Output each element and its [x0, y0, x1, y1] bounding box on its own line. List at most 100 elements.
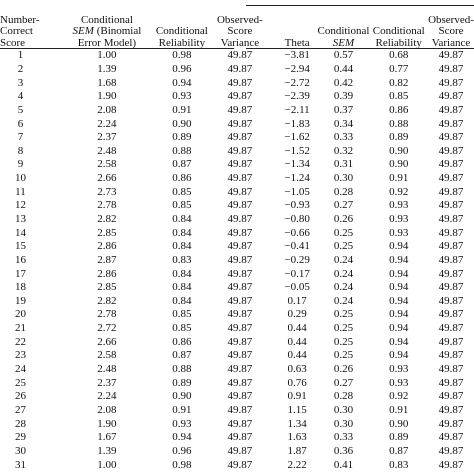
table-cell: 0.91 [287, 390, 307, 403]
table-row: 24 2.48 0.88 49.87 0.63 0.26 0.93 49.87 [0, 363, 474, 377]
table-cell: 49.87 [227, 294, 253, 307]
conditional-sem-table: Number- Correct Score Conditional SEM (B… [0, 8, 474, 472]
table-cell: 2.22 [287, 458, 307, 471]
table-cell: 14 [14, 226, 26, 239]
table-cell: 2.85 [97, 226, 117, 239]
table-cell: 0.86 [172, 335, 192, 348]
table-cell: 1.34 [287, 417, 307, 430]
table-cell: 0.30 [333, 403, 354, 416]
table-cell: −0.93 [284, 199, 310, 212]
table-cell: 0.92 [389, 390, 409, 403]
table-cell: 26 [14, 390, 26, 403]
table-cell: 49.87 [438, 294, 464, 307]
table-cell: 0.37 [333, 103, 354, 116]
table-cell: 0.63 [287, 363, 307, 376]
table-cell: 0.93 [172, 417, 192, 430]
table-cell: 49.87 [227, 322, 253, 335]
table-row: 22 2.66 0.86 49.87 0.44 0.25 0.94 49.87 [0, 335, 474, 349]
table-cell: 49.87 [438, 335, 464, 348]
table-cell: 49.87 [227, 363, 253, 376]
table-cell: 49.87 [438, 376, 464, 389]
table-row: 18 2.85 0.84 49.87 −0.05 0.24 0.94 49.87 [0, 281, 474, 295]
table-cell: 1.39 [97, 62, 117, 75]
table-cell: −0.29 [284, 253, 310, 266]
table-cell: 49.87 [438, 444, 464, 457]
table-cell: 0.84 [172, 213, 192, 225]
table-cell: 0.85 [172, 185, 192, 198]
table-cell: 0.25 [333, 308, 354, 321]
table-cell: 0.93 [389, 226, 409, 239]
table-cell: 0.92 [389, 185, 409, 198]
table-cell: 2.37 [97, 376, 117, 389]
table-cell: 0.96 [172, 62, 192, 75]
table-row: 8 2.48 0.88 49.87 −1.52 0.32 0.90 49.87 [0, 144, 474, 158]
table-cell: 0.24 [333, 267, 354, 280]
table-row: 7 2.37 0.89 49.87 −1.62 0.33 0.89 49.87 [0, 131, 474, 145]
table-cell: 49.87 [227, 131, 253, 144]
table-cell: 0.87 [389, 444, 409, 457]
table-cell: 49.87 [438, 185, 464, 198]
table-cell: 0.83 [389, 458, 409, 471]
table-row: 11 2.73 0.85 49.87 −1.05 0.28 0.92 49.87 [0, 185, 474, 199]
table-cell: 49.87 [227, 267, 253, 280]
table-cell: 0.28 [333, 390, 354, 403]
table-cell: 49.87 [438, 253, 464, 266]
table-cell: 49.87 [227, 199, 253, 212]
table-row: 2 1.39 0.96 49.87 −2.94 0.44 0.77 49.87 [0, 63, 474, 77]
table-cell: 1.39 [97, 444, 117, 457]
table-cell: 49.87 [227, 376, 253, 389]
table-cell: 2.37 [97, 131, 117, 144]
table-cell: 49.87 [227, 117, 253, 130]
table-cell: 0.89 [172, 131, 192, 144]
table-cell: 1.63 [287, 431, 307, 444]
table-cell: 0.44 [287, 349, 307, 362]
table-cell: 0.94 [389, 267, 409, 280]
table-cell: 2.08 [97, 403, 117, 416]
table-cell: 2.24 [97, 117, 117, 130]
header-number-correct-score: Number- Correct Score [0, 13, 40, 49]
table-cell: 8 [17, 144, 24, 157]
table-cell: 0.91 [389, 403, 409, 416]
table-cell: 0.94 [389, 335, 409, 348]
table-cell: 0.25 [333, 240, 354, 253]
table-cell: 49.87 [227, 90, 253, 103]
table-cell: 49.87 [227, 281, 253, 294]
table-cell: 49.87 [438, 281, 464, 294]
table-cell: 0.24 [333, 294, 354, 307]
table-cell: 18 [14, 281, 26, 294]
table-cell: 0.57 [333, 49, 354, 62]
table-cell: 11 [15, 185, 26, 198]
table-cell: 49.87 [227, 349, 253, 362]
table-row: 12 2.78 0.85 49.87 −0.93 0.27 0.93 49.87 [0, 199, 474, 213]
table-cell: 6 [17, 117, 24, 130]
table-cell: 2.58 [97, 158, 117, 171]
table-cell: 49.87 [227, 390, 253, 403]
table-cell: 1.67 [97, 431, 117, 444]
table-cell: 2.72 [97, 322, 117, 335]
table-cell: 49.87 [438, 213, 464, 225]
table-cell: 0.25 [333, 349, 354, 362]
table-cell: 21 [14, 322, 26, 335]
table-row: 14 2.85 0.84 49.87 −0.66 0.25 0.93 49.87 [0, 226, 474, 240]
table-cell: 0.41 [333, 458, 354, 471]
header-conditional-sem: Conditional SEM [317, 25, 370, 49]
table-cell: 49.87 [438, 322, 464, 335]
table-cell: 0.24 [333, 281, 354, 294]
table-cell: 49.87 [438, 349, 464, 362]
table-cell: 0.94 [389, 322, 409, 335]
table-cell: 0.84 [172, 294, 192, 307]
table-row: 6 2.24 0.90 49.87 −1.83 0.34 0.88 49.87 [0, 117, 474, 131]
table-cell: 0.33 [333, 131, 354, 144]
table-cell: 0.93 [389, 363, 409, 376]
table-cell: 12 [14, 199, 26, 212]
table-cell: 0.25 [333, 335, 354, 348]
table-cell: −0.17 [284, 267, 310, 280]
table-cell: 49.87 [438, 363, 464, 376]
table-cell: 15 [14, 240, 26, 253]
table-cell: 1.68 [97, 76, 117, 89]
table-cell: 0.93 [389, 376, 409, 389]
table-cell: 2 [17, 62, 24, 75]
table-cell: 19 [14, 294, 26, 307]
table-row: 28 1.90 0.93 49.87 1.34 0.30 0.90 49.87 [0, 417, 474, 431]
right-header-rule [246, 48, 474, 49]
